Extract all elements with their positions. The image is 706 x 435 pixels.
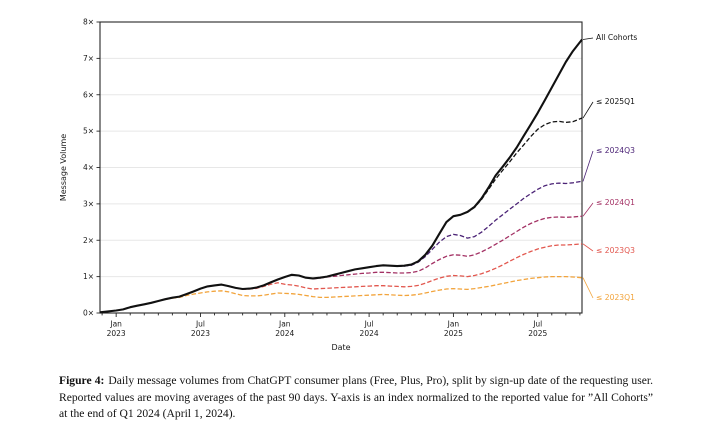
series-line-2024q3 xyxy=(397,180,583,268)
y-tick-label: 4× xyxy=(83,163,94,172)
series-line-2023q3 xyxy=(228,243,583,291)
y-tick-label: 1× xyxy=(83,272,94,281)
x-tick-label: Jan xyxy=(109,320,122,329)
y-tick-label: 7× xyxy=(83,54,94,63)
y-tick-label: 8× xyxy=(83,18,94,27)
series-end-label-2023q3: ≤ 2023Q3 xyxy=(596,246,635,255)
series-end-label-2025q1: ≤ 2025Q1 xyxy=(596,97,635,106)
label-connector-2025q1 xyxy=(582,101,594,119)
x-tick-label-year: 2024 xyxy=(360,329,379,338)
x-tick-label: Jan xyxy=(447,320,460,329)
y-axis-title: Message Volume xyxy=(59,134,68,201)
series-end-label-2024q1: ≤ 2024Q1 xyxy=(596,198,635,207)
figure-caption: Figure 4: Daily message volumes from Chat… xyxy=(59,373,653,423)
label-connector-2024q3 xyxy=(582,150,594,182)
x-tick-label-year: 2024 xyxy=(275,329,294,338)
label-connector-2023q1 xyxy=(582,277,594,299)
series-end-label-all-cohorts: All Cohorts xyxy=(596,33,637,42)
series-end-label-2024q3: ≤ 2024Q3 xyxy=(596,146,635,155)
x-tick-label-year: 2025 xyxy=(528,329,547,338)
x-tick-label-year: 2023 xyxy=(107,329,126,338)
series-end-label-2023q1: ≤ 2023Q1 xyxy=(596,293,635,302)
x-axis: Jan2023Jul2023Jan2024Jul2024Jan2025Jul20… xyxy=(101,313,581,352)
y-axis: 0× 1× 2× 3× 4× 5× 6× 7× 8× Message Volume xyxy=(59,18,100,318)
series-line-2023q1 xyxy=(165,275,583,301)
label-connector-all-cohorts xyxy=(582,37,594,40)
y-tick-label: 5× xyxy=(83,127,94,136)
x-axis-title: Date xyxy=(331,343,350,352)
x-tick-label-year: 2025 xyxy=(444,329,463,338)
x-tick-label: Jul xyxy=(195,320,205,329)
gridlines xyxy=(100,57,582,278)
x-tick-label-year: 2023 xyxy=(191,329,210,338)
y-tick-label: 3× xyxy=(83,199,94,208)
chart-area: Jan 2023 Jul 2023 Jan 2024 Jul 2024 Jan 2025 Jul 20… xyxy=(59,18,637,352)
x-tick-label: Jan xyxy=(278,320,291,329)
line-chart-canvas: Jan2023Jul2023Jan2024Jul2024Jan2025Jul20… xyxy=(59,18,637,352)
label-connector-2023q3 xyxy=(582,243,594,252)
series-line-2024q1 xyxy=(312,215,583,280)
figure-caption-label: Figure 4: xyxy=(59,374,105,387)
series-line-all-cohorts xyxy=(99,38,583,314)
y-tick-label: 2× xyxy=(83,236,94,245)
series-end-labels: All Cohorts ≤ 2025Q1 ≤ 2024Q3 ≤ 2024Q1 ≤ 202… xyxy=(582,33,637,302)
y-tick-label: 0× xyxy=(83,309,94,318)
figure-caption-text: Daily message volumes from ChatGPT consu… xyxy=(59,374,653,421)
x-tick-label: Jul xyxy=(364,320,374,329)
series-lines xyxy=(99,38,583,314)
y-tick-label: 6× xyxy=(83,90,94,99)
x-tick-label: Jul xyxy=(532,320,542,329)
label-connector-2024q1 xyxy=(582,202,594,217)
